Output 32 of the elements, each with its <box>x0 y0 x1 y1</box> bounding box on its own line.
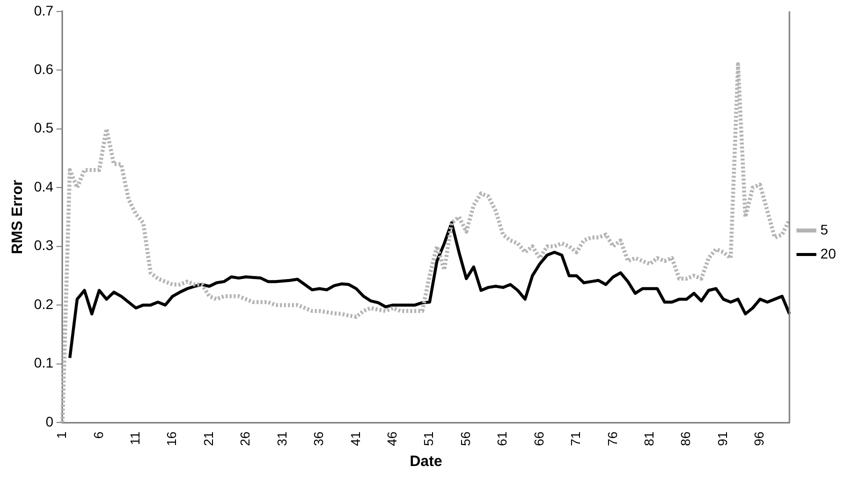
x-tick-label: 86 <box>678 432 694 446</box>
x-tick-label: 96 <box>752 432 767 446</box>
x-tick-label: 6 <box>90 432 106 439</box>
x-tick-label: 61 <box>494 432 510 446</box>
legend-label: 20 <box>820 245 836 262</box>
y-axis-title: RMS Error <box>9 180 26 254</box>
y-tick-label: 0 <box>46 413 54 430</box>
x-tick-label: 1 <box>54 432 70 439</box>
x-tick-label: 66 <box>531 432 546 446</box>
x-tick-label: 36 <box>311 432 326 446</box>
x-tick-label: 41 <box>348 432 363 446</box>
x-tick-label: 21 <box>200 432 216 446</box>
y-tick-label: 0.4 <box>34 178 54 194</box>
x-tick-label: 31 <box>274 432 290 446</box>
legend-label: 5 <box>820 221 828 238</box>
x-tick-label: 26 <box>238 432 253 446</box>
y-tick-label: 0.6 <box>34 60 54 77</box>
y-tick-label: 0.7 <box>34 2 54 18</box>
x-tick-label: 51 <box>421 432 436 446</box>
y-tick-label: 0.3 <box>34 237 54 254</box>
x-tick-label: 71 <box>568 432 584 446</box>
y-tick-label: 0.5 <box>34 120 54 136</box>
y-tick-label: 0.1 <box>34 354 54 371</box>
x-axis-title: Date <box>410 453 442 470</box>
x-tick-label: 56 <box>458 432 473 446</box>
x-tick-label: 81 <box>641 432 656 446</box>
x-tick-label: 91 <box>714 432 730 446</box>
x-tick-label: 11 <box>127 432 142 446</box>
x-tick-label: 76 <box>604 432 620 446</box>
x-tick-label: 16 <box>164 432 180 446</box>
y-tick-label: 0.2 <box>34 296 54 312</box>
x-tick-label: 46 <box>384 432 400 446</box>
